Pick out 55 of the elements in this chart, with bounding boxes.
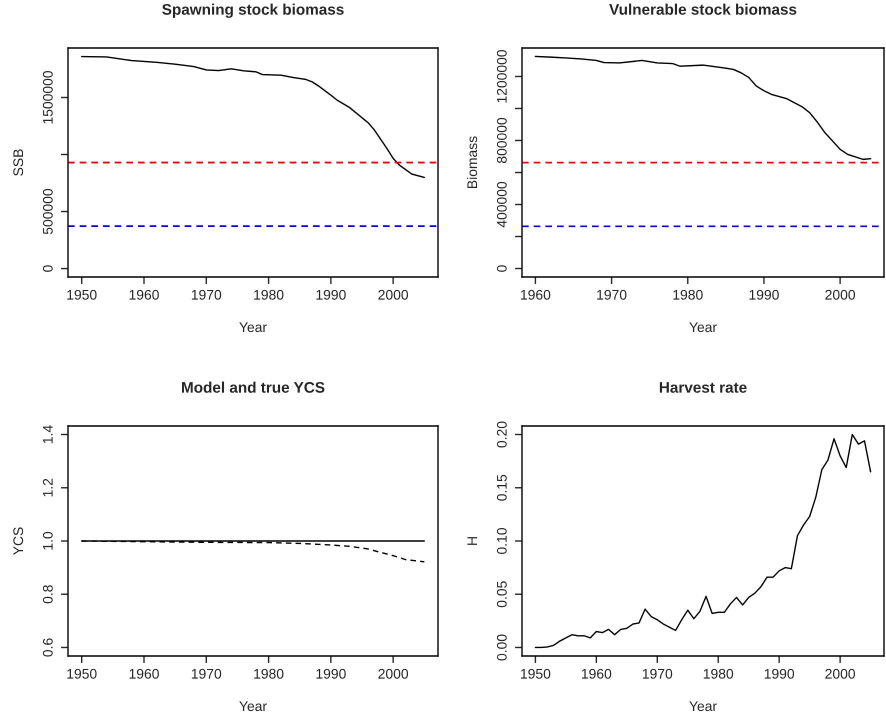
y-axis-title: H	[467, 537, 478, 545]
line-series	[81, 56, 425, 178]
x-tick-label: 1950	[521, 668, 550, 679]
y-tick-label: 500000	[42, 188, 53, 234]
y-tick-label: 0.10	[496, 528, 507, 554]
x-tick-label: 1960	[521, 290, 550, 300]
x-axis-title: Year	[689, 322, 717, 332]
y-axis-title: SSB	[13, 149, 24, 176]
y-axis-title: Biomass	[466, 136, 478, 188]
y-tick-label: 0.05	[496, 581, 507, 608]
chart-title: Spawning stock biomass	[162, 4, 344, 18]
chart-title: Model and true YCS	[182, 382, 324, 393]
x-tick-label: 1960	[582, 668, 612, 679]
x-tick-label: 1970	[192, 668, 222, 679]
x-tick-label: 1990	[316, 668, 346, 679]
x-tick-label: 1960	[130, 290, 159, 300]
y-tick-label: 0.00	[496, 634, 507, 660]
y-tick-label: 0.6	[42, 638, 53, 657]
x-tick-label: 1990	[316, 290, 346, 300]
line-series	[534, 56, 872, 160]
x-tick-label: 1970	[642, 668, 672, 679]
chart-title: Vulnerable stock biomass	[609, 4, 796, 15]
y-tick-label: 0.20	[496, 422, 507, 448]
y-tick-label: 0	[496, 265, 507, 272]
x-tick-label: 1980	[704, 668, 734, 679]
x-axis-title: Year	[239, 701, 267, 712]
y-tick-label: 1.4	[43, 425, 53, 444]
x-tick-label: 1980	[254, 290, 284, 300]
y-tick-label: 1200000	[496, 50, 507, 102]
x-tick-label: 2000	[825, 290, 856, 300]
x-tick-label: 2000	[378, 290, 408, 300]
x-tick-label: 1950	[67, 290, 97, 300]
x-tick-label: 1990	[750, 290, 779, 300]
x-tick-label: 1980	[254, 668, 284, 679]
y-tick-label: 800000	[496, 118, 507, 164]
x-axis-title: Year	[239, 322, 267, 332]
y-tick-label: 400000	[496, 182, 507, 228]
x-tick-label: 1960	[130, 668, 159, 679]
x-axis-title: Year	[689, 701, 717, 712]
y-tick-label: 1.2	[42, 478, 53, 496]
x-tick-label: 1950	[67, 668, 97, 679]
y-tick-label: 0.15	[496, 474, 507, 501]
y-tick-label: 1500000	[42, 71, 53, 124]
chart-title: Harvest rate	[660, 382, 747, 393]
y-tick-label: 1.0	[42, 532, 53, 550]
line-series	[534, 434, 872, 648]
y-tick-label: 0.8	[42, 585, 53, 604]
x-tick-label: 2000	[825, 668, 856, 679]
y-axis-title: YCS	[13, 527, 24, 555]
x-tick-label: 1990	[764, 668, 794, 679]
y-tick-label: 0	[42, 265, 53, 272]
x-tick-label: 1970	[597, 290, 626, 300]
x-tick-label: 2000	[378, 668, 408, 679]
x-tick-label: 1970	[192, 290, 222, 300]
x-tick-label: 1980	[673, 290, 703, 300]
